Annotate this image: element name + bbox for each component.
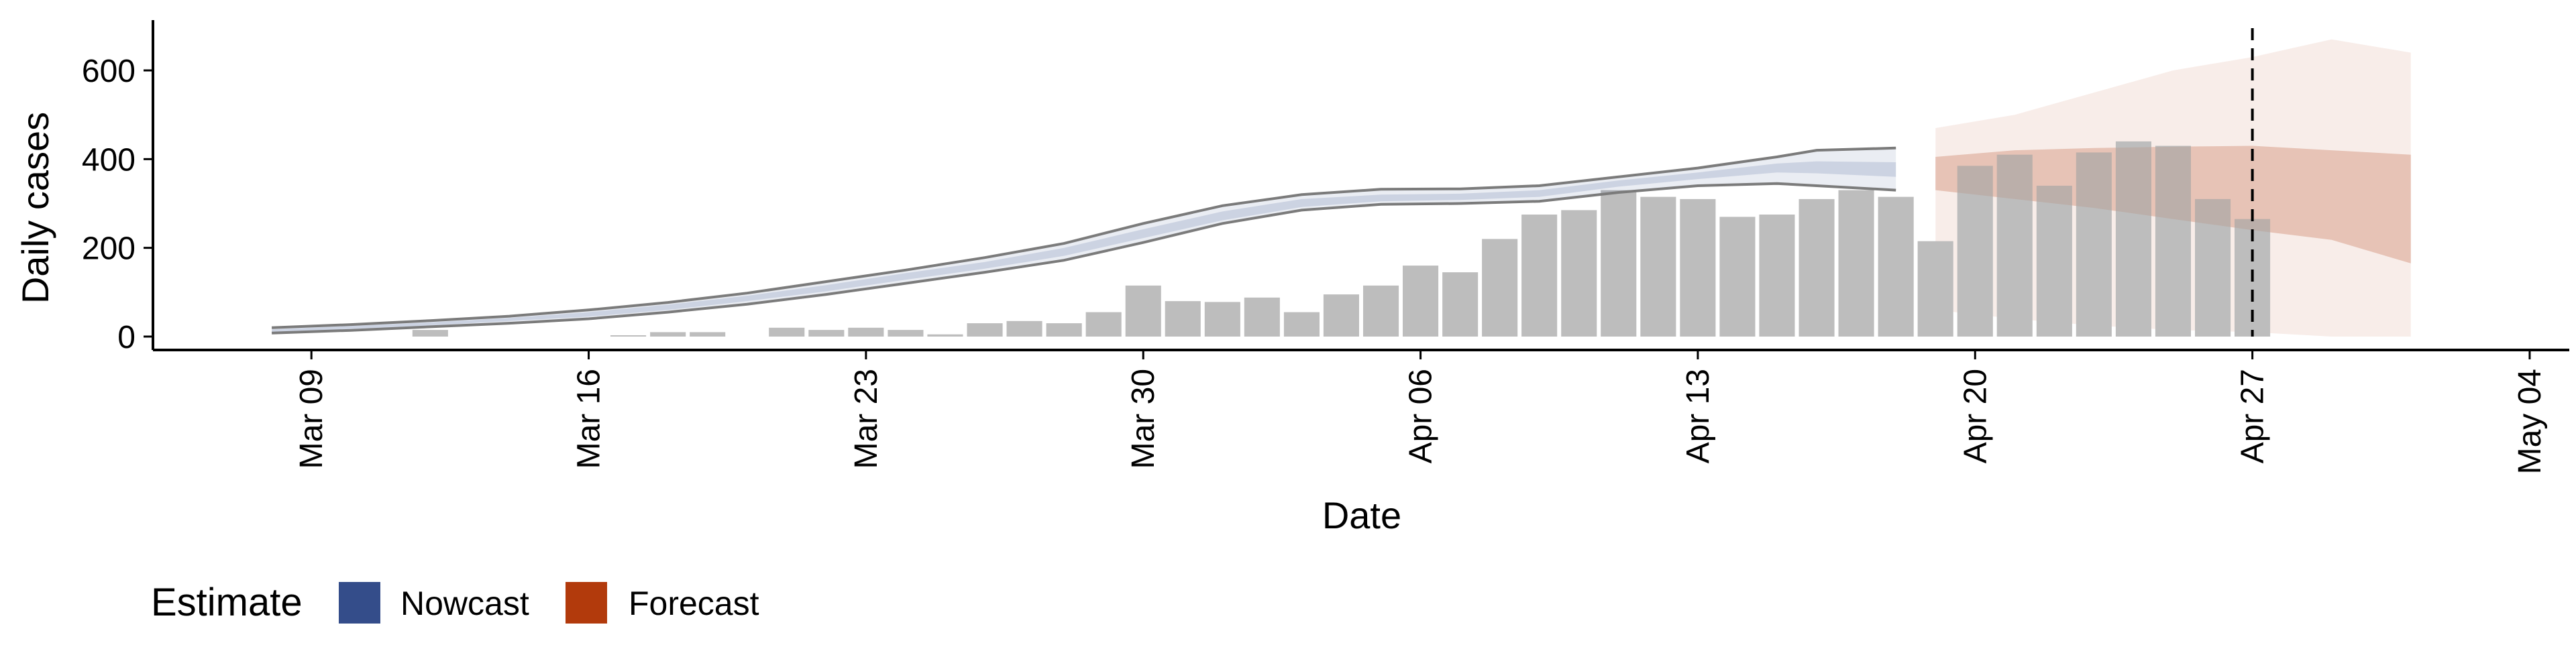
- y-tick-label: 0: [117, 320, 136, 355]
- bar: [2195, 198, 2231, 337]
- nowcast-band-50: [272, 161, 1896, 333]
- axes-layer: 0 200 400 600 Mar 09 Mar 16 Mar 23 Mar 30 Apr 06…: [82, 20, 2569, 474]
- bars-layer: [412, 141, 2271, 337]
- bar: [1917, 241, 1953, 337]
- legend: Estimate Nowcast Forecast: [151, 581, 759, 624]
- x-tick-label: May 04: [2512, 369, 2548, 474]
- y-axis-title: Daily cases: [14, 112, 56, 304]
- x-axis-title: Date: [1322, 494, 1401, 536]
- bar: [1482, 239, 1518, 337]
- bar: [888, 330, 924, 337]
- legend-label-forecast: Forecast: [629, 585, 759, 622]
- x-tick-label: Mar 16: [572, 369, 607, 469]
- bar: [1799, 198, 1835, 337]
- bar: [1085, 312, 1122, 337]
- bar: [412, 330, 448, 337]
- bar: [610, 335, 647, 337]
- y-tick-label: 400: [82, 142, 136, 178]
- x-tick-label: Apr 13: [1680, 369, 1716, 463]
- bar: [1521, 215, 1558, 337]
- bar: [1759, 215, 1795, 337]
- bar: [808, 330, 845, 337]
- bar: [2036, 186, 2072, 337]
- bar: [1403, 266, 1439, 337]
- bar: [967, 323, 1003, 337]
- bar: [1125, 285, 1161, 337]
- bar: [1204, 302, 1240, 337]
- legend-label-nowcast: Nowcast: [400, 585, 529, 622]
- bar: [1561, 210, 1597, 337]
- bar: [848, 327, 884, 337]
- bar: [1640, 196, 1676, 337]
- x-tick-label: Mar 09: [294, 369, 329, 469]
- bar: [650, 332, 686, 337]
- bar: [1680, 198, 1716, 337]
- legend-swatch-forecast: [566, 582, 607, 624]
- bar: [690, 332, 726, 337]
- bar: [2155, 145, 2191, 337]
- bar: [2076, 152, 2112, 337]
- nowcast-band-90: [272, 148, 1896, 333]
- bar: [1046, 323, 1082, 337]
- bar: [1244, 297, 1280, 337]
- lines-layer: [272, 145, 2411, 335]
- y-tick-label: 200: [82, 231, 136, 267]
- bar: [1165, 301, 1201, 337]
- bar: [1996, 154, 2033, 337]
- legend-title: Estimate: [151, 581, 303, 624]
- bar: [1283, 312, 1320, 337]
- x-tick-label: Apr 20: [1957, 369, 1993, 463]
- bar: [1957, 166, 1993, 337]
- x-tick-label: Apr 06: [1403, 369, 1439, 463]
- bar: [1006, 320, 1042, 337]
- y-tick-label: 600: [82, 54, 136, 89]
- nowcast-upper-line: [272, 146, 1896, 329]
- x-tick-label: Apr 27: [2235, 369, 2271, 463]
- bar: [1838, 190, 1874, 337]
- forecast-band-50-overlay: [1935, 145, 2411, 263]
- bar: [1719, 217, 1756, 337]
- bar: [2115, 141, 2151, 337]
- x-tick-label: Mar 30: [1126, 369, 1161, 469]
- bar: [1442, 272, 1479, 337]
- bar: [1601, 190, 1637, 337]
- legend-swatch-nowcast: [339, 582, 380, 624]
- x-tick-label: Mar 23: [849, 369, 884, 469]
- bar: [1323, 294, 1359, 337]
- nowcast-lower-line: [272, 182, 1896, 335]
- bar: [1363, 285, 1399, 337]
- bar: [1878, 196, 1914, 337]
- bar: [769, 327, 805, 337]
- bar: [927, 334, 963, 337]
